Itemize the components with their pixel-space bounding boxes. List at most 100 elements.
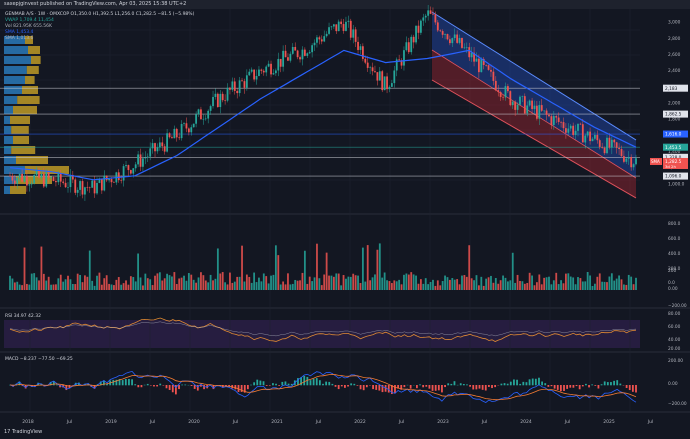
macd-histogram-bar <box>444 385 446 388</box>
candle-body <box>596 134 599 141</box>
time-axis[interactable]: 2018 Jul 2019 Jul 2020 Jul 2021 Jul 2022 Jul 2023 J… <box>22 419 653 425</box>
macd-histogram-bar <box>168 385 171 390</box>
macd-histogram-bar <box>509 381 512 386</box>
volume-axis-tick: −200.00 <box>668 303 687 309</box>
volume-bar <box>100 284 103 290</box>
candle-body <box>316 37 318 43</box>
candle-body <box>620 149 623 157</box>
volume-bar <box>117 277 120 290</box>
candle-body <box>197 109 200 115</box>
candle-body <box>23 176 26 182</box>
macd-histogram-bar <box>184 384 187 386</box>
volume-bar <box>16 281 19 290</box>
macd-histogram-bar <box>137 385 140 388</box>
volume-bar <box>47 276 50 290</box>
volume-bar <box>354 275 357 290</box>
volume-bar <box>231 282 234 290</box>
macd-histogram-bar <box>409 385 412 389</box>
volume-bar <box>528 272 531 290</box>
candle-body <box>610 139 613 148</box>
macd-histogram-bar <box>469 385 472 387</box>
volume-bar <box>490 275 492 290</box>
candle-body <box>214 93 217 97</box>
volume-bar <box>50 284 52 290</box>
legend-sma2: SMA 1,013.6 <box>5 35 34 41</box>
price-axis-tick-low: 600.0 <box>668 236 681 242</box>
candle-body <box>412 36 415 43</box>
candle-body <box>432 13 434 15</box>
macd-histogram-bar <box>159 383 162 386</box>
candle-body <box>30 183 33 185</box>
volume-bar <box>178 278 181 290</box>
price-candles <box>9 4 637 201</box>
candle-body <box>436 22 439 31</box>
macd-histogram-bar <box>340 385 343 387</box>
macd-histogram-bar <box>453 381 456 386</box>
candle-body <box>163 146 166 152</box>
background <box>0 9 690 439</box>
macd-histogram-bar <box>93 385 96 389</box>
candle-body <box>395 59 398 71</box>
price-axis-tick: 1,000.0 <box>668 181 685 187</box>
macd-histogram-bar <box>600 384 603 386</box>
macd-histogram-bar <box>312 378 315 386</box>
volume-bar <box>613 280 616 290</box>
macd-histogram-bar <box>212 385 215 390</box>
candle-body <box>117 172 120 181</box>
volume-bar <box>620 279 623 290</box>
candle-body <box>441 31 444 35</box>
volume-profile-down <box>25 76 35 84</box>
macd-histogram-bar <box>466 384 468 386</box>
rsi-ma-line <box>9 321 637 337</box>
candle-body <box>28 184 31 186</box>
candle-body <box>38 169 40 178</box>
volume-bar <box>412 274 415 290</box>
macd-axis-tick: 0.00 <box>668 381 678 387</box>
volume-bar <box>477 285 480 290</box>
volume-bar <box>236 276 239 290</box>
candle-body <box>142 158 144 167</box>
candle-body <box>371 67 374 72</box>
volume-profile-down <box>10 186 26 194</box>
macd-histogram-bar <box>491 385 493 389</box>
macd-histogram-bar <box>569 385 572 388</box>
candle-body <box>76 189 79 193</box>
macd-histogram-bar <box>272 383 274 386</box>
candle-body <box>342 24 345 31</box>
candle-body <box>579 123 582 125</box>
macd-histogram-bar <box>556 385 559 390</box>
volume-bar <box>129 276 132 290</box>
candle-body <box>594 134 596 139</box>
macd-histogram-bar <box>563 385 565 391</box>
candle-body <box>555 116 558 118</box>
volume-bar <box>608 276 611 290</box>
macd-histogram-bar <box>178 385 180 390</box>
macd-histogram-bar <box>52 381 55 386</box>
candle-body <box>422 17 425 21</box>
candle-body <box>161 142 164 147</box>
candle-body <box>477 58 480 73</box>
volume-bar <box>485 278 488 290</box>
volume-bar <box>18 284 21 290</box>
candle-body <box>528 100 531 106</box>
candle-body <box>378 71 381 81</box>
macd-histogram-bar <box>193 385 196 389</box>
volume-bar <box>163 278 166 290</box>
candle-body <box>366 62 369 68</box>
macd-histogram-bar <box>547 385 550 387</box>
candle-body <box>332 24 335 27</box>
candle-body <box>543 110 546 112</box>
sma-badge-box <box>650 157 662 165</box>
macd-histogram-bar <box>362 385 365 391</box>
macd-histogram-bar <box>522 381 525 386</box>
volume-bar <box>393 280 396 290</box>
volume-bar <box>274 245 277 290</box>
price-label-text: 1,096.0 <box>665 174 682 180</box>
volume-bar <box>451 278 454 290</box>
volume-bar <box>359 283 362 290</box>
candle-body <box>250 69 253 72</box>
macd-histogram-bar <box>425 385 428 387</box>
candle-body <box>383 76 386 91</box>
